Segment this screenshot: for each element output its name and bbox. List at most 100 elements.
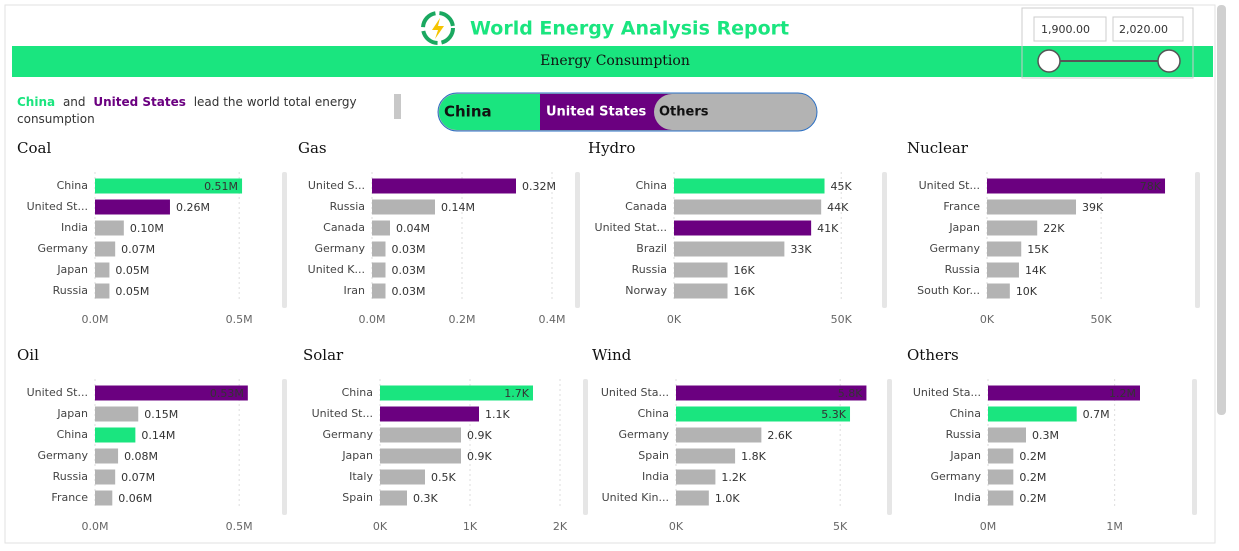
category-label: Germany — [314, 242, 365, 255]
category-label: United Sta... — [913, 386, 981, 399]
slider-handle-to[interactable] — [1157, 49, 1181, 73]
page-scrollbar[interactable] — [1217, 5, 1226, 415]
data-label: 0.51M — [204, 180, 238, 193]
slider-frame — [1021, 7, 1194, 79]
category-label: Japan — [56, 407, 88, 420]
data-label: 45K — [831, 180, 853, 193]
bar — [95, 385, 248, 401]
category-label: Iran — [344, 284, 366, 297]
data-label: 0.26M — [176, 201, 210, 214]
category-label: United Kin... — [602, 491, 669, 504]
data-label: 0.06M — [118, 492, 152, 505]
x-tick-label: 50K — [1091, 313, 1113, 326]
category-label: India — [954, 491, 981, 504]
slider-handle-from[interactable] — [1037, 49, 1061, 73]
bar — [676, 469, 716, 485]
category-label: China — [57, 179, 88, 192]
category-label: India — [642, 470, 669, 483]
bar — [676, 385, 867, 401]
slider-to[interactable]: 2,020.00 — [1119, 23, 1168, 36]
category-label: South Kor... — [917, 284, 980, 297]
category-label: India — [61, 221, 88, 234]
data-label: 15K — [1027, 243, 1049, 256]
category-label: Spain — [342, 491, 373, 504]
category-label: China — [950, 407, 981, 420]
x-tick-label: 1M — [1106, 520, 1123, 533]
data-label: 0.10M — [130, 222, 164, 235]
slider-to-box[interactable] — [1112, 16, 1184, 42]
year-slider: 1,900.00 2,020.00 — [1021, 7, 1194, 79]
data-label: 0.07M — [121, 471, 155, 484]
x-tick-label: 1K — [463, 520, 478, 533]
data-label: 0.14M — [441, 201, 475, 214]
category-label: Spain — [638, 449, 669, 462]
data-label: 0.53M — [210, 387, 244, 400]
category-label: Brazil — [636, 242, 667, 255]
bar — [95, 262, 110, 278]
data-label: 0.7M — [1083, 408, 1110, 421]
bar — [676, 490, 709, 506]
summary-and: and — [63, 95, 86, 109]
category-label: United Sta... — [601, 386, 669, 399]
category-label: China — [638, 407, 669, 420]
bar — [380, 469, 425, 485]
slider-from[interactable]: 1,900.00 — [1041, 23, 1090, 36]
chart-scrollbar — [1195, 172, 1200, 308]
bar — [676, 427, 762, 443]
legend-label[interactable]: China — [444, 103, 492, 121]
x-tick-label: 50K — [831, 313, 853, 326]
data-label: 0.04M — [396, 222, 430, 235]
data-label: 0.03M — [392, 264, 426, 277]
data-label: 0.05M — [115, 285, 149, 298]
bar — [95, 490, 113, 506]
data-label: 0.15M — [144, 408, 178, 421]
category-label: China — [636, 179, 667, 192]
legend-china[interactable] — [439, 94, 540, 130]
bar — [676, 448, 736, 464]
bar — [676, 406, 851, 422]
legend-label[interactable]: Others — [659, 105, 709, 120]
section-title: Energy Consumption — [540, 53, 690, 69]
category-label: Canada — [625, 200, 667, 213]
bar — [380, 490, 407, 506]
data-label: 1.0K — [715, 492, 740, 505]
chart-scrollbar — [882, 172, 887, 308]
chart-title: Solar — [303, 346, 344, 364]
category-label: United St... — [27, 200, 88, 213]
slider-from-box[interactable] — [1033, 16, 1107, 42]
bar — [988, 406, 1077, 422]
data-label: 5.8K — [838, 387, 863, 400]
bar — [987, 241, 1022, 257]
x-tick-label: 0.0M — [359, 313, 386, 326]
category-label: Russia — [330, 200, 365, 213]
logo — [421, 11, 455, 45]
bar — [95, 469, 116, 485]
category-label: United S... — [308, 179, 365, 192]
x-tick-label: 5K — [833, 520, 848, 533]
bar — [988, 448, 1014, 464]
data-label: 0.03M — [392, 243, 426, 256]
legend-label[interactable]: United States — [546, 105, 647, 120]
data-label: 22K — [1043, 222, 1065, 235]
x-tick-label: 0.4M — [539, 313, 566, 326]
category-label: United St... — [27, 386, 88, 399]
bar — [95, 283, 110, 299]
data-label: 0.14M — [141, 429, 175, 442]
data-label: 1.1K — [485, 408, 510, 421]
data-label: 0.9K — [467, 429, 492, 442]
summary-text: consumption — [17, 112, 95, 126]
bar — [987, 199, 1077, 215]
bar — [380, 448, 461, 464]
data-label: 0.05M — [115, 264, 149, 277]
chart-scrollbar — [575, 172, 580, 308]
chart-title: Hydro — [588, 139, 635, 157]
bar — [987, 178, 1166, 194]
chart-title: Coal — [17, 139, 51, 157]
legend-us[interactable] — [540, 94, 672, 130]
logo-bolt — [432, 18, 444, 39]
bar — [372, 262, 386, 278]
report-title: World Energy Analysis Report — [470, 18, 789, 40]
chart-scrollbar — [1192, 379, 1197, 515]
data-label: 16K — [734, 285, 756, 298]
